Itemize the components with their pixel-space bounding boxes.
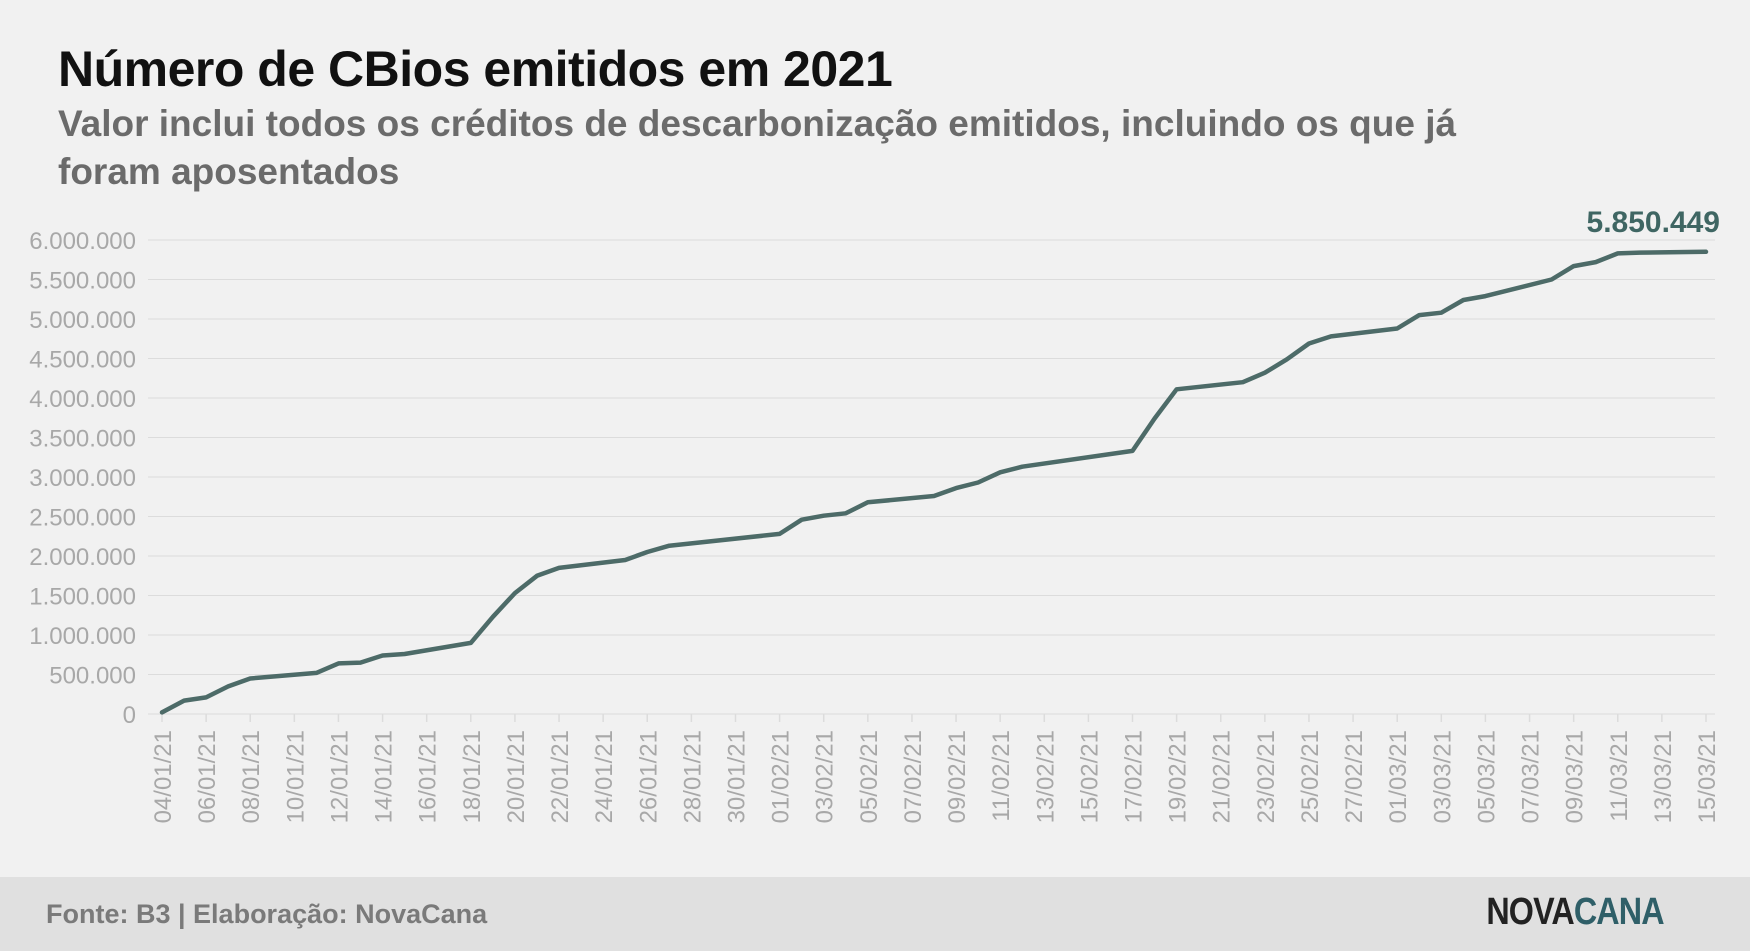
x-tick-label: 09/02/21 (944, 730, 971, 823)
x-tick-label: 25/02/21 (1297, 730, 1324, 823)
x-tick-label: 24/01/21 (591, 730, 618, 823)
y-tick-label: 500.000 (49, 663, 136, 690)
chart-title: Número de CBios emitidos em 2021 (58, 41, 893, 97)
x-tick-label: 17/02/21 (1121, 730, 1148, 823)
x-tick-label: 04/01/21 (150, 730, 177, 823)
logo-part-nova: NOVA (1486, 891, 1575, 933)
logo-part-cana: CANA (1574, 891, 1665, 933)
y-tick-label: 6.000.000 (29, 228, 136, 255)
x-tick-label: 16/01/21 (415, 730, 442, 823)
x-tick-label: 01/02/21 (768, 730, 795, 823)
y-tick-label: 3.000.000 (29, 465, 136, 492)
x-tick-label: 03/03/21 (1429, 730, 1456, 823)
x-tick-label: 07/03/21 (1518, 730, 1545, 823)
annotation-layer: 5.850.449 (1587, 206, 1720, 239)
x-tick-label: 22/01/21 (547, 730, 574, 823)
x-tick-label: 12/01/21 (326, 730, 353, 823)
x-tick-label: 11/03/21 (1606, 730, 1633, 822)
x-tick-label: 14/01/21 (371, 730, 398, 823)
x-tick-label: 05/02/21 (856, 730, 883, 823)
x-tick-label: 10/01/21 (282, 730, 309, 823)
y-axis-ticks: 0 500.000 1.000.000 1.500.000 2.000.000 2.500… (29, 228, 136, 729)
chart-subtitle: Valor inclui todos os créditos de descar… (58, 103, 1457, 192)
y-tick-label: 2.500.000 (29, 505, 136, 532)
x-tick-label: 20/01/21 (503, 730, 530, 823)
x-tick-label: 19/02/21 (1165, 730, 1192, 823)
y-tick-label: 3.500.000 (29, 426, 136, 453)
x-tick-label: 09/03/21 (1562, 730, 1589, 823)
x-tick-label: 06/01/21 (194, 730, 221, 823)
x-tick-label: 18/01/21 (459, 730, 486, 823)
x-tick-label: 13/03/21 (1650, 730, 1677, 823)
x-tick-label: 30/01/21 (723, 730, 750, 823)
y-tick-label: 2.000.000 (29, 544, 136, 571)
footer-bar: Fonte: B3 | Elaboração: NovaCana NOVACAN… (0, 877, 1750, 951)
x-tick-label: 15/02/21 (1076, 730, 1103, 823)
x-tick-label: 13/02/21 (1032, 730, 1059, 823)
y-tick-label: 4.500.000 (29, 347, 136, 374)
x-tick-label: 05/03/21 (1473, 730, 1500, 823)
x-tick-label: 23/02/21 (1253, 730, 1280, 823)
x-tick-label: 08/01/21 (238, 730, 265, 823)
x-tick-label: 21/02/21 (1209, 730, 1236, 823)
grid-lines (148, 239, 1715, 715)
x-tick-label: 27/02/21 (1341, 730, 1368, 823)
x-tick-label: 11/02/21 (988, 730, 1015, 822)
y-tick-label: 0 (123, 702, 136, 729)
x-tick-label: 01/03/21 (1385, 730, 1412, 823)
series-layer (159, 249, 1709, 715)
source-credit: Fonte: B3 | Elaboração: NovaCana (46, 899, 488, 929)
y-tick-label: 4.000.000 (29, 386, 136, 413)
y-tick-label: 1.000.000 (29, 623, 136, 650)
x-tick-label: 07/02/21 (900, 730, 927, 823)
y-tick-label: 1.500.000 (29, 584, 136, 611)
x-tick-label: 26/01/21 (635, 730, 662, 823)
end-value-label: 5.850.449 (1587, 206, 1720, 239)
novacana-logo: NOVACANA (1486, 891, 1665, 934)
series-line (159, 249, 1709, 715)
x-tick-label: 15/03/21 (1694, 730, 1721, 823)
x-axis-ticks: 04/01/21 06/01/21 08/01/21 10/01/21 12/01/21… (150, 714, 1721, 823)
x-tick-label: 03/02/21 (812, 730, 839, 823)
y-tick-label: 5.000.000 (29, 307, 136, 334)
line-chart: 0 500.000 1.000.000 1.500.000 2.000.000 2.500… (29, 206, 1721, 824)
x-tick-label: 28/01/21 (679, 730, 706, 823)
y-tick-label: 5.500.000 (29, 268, 136, 295)
